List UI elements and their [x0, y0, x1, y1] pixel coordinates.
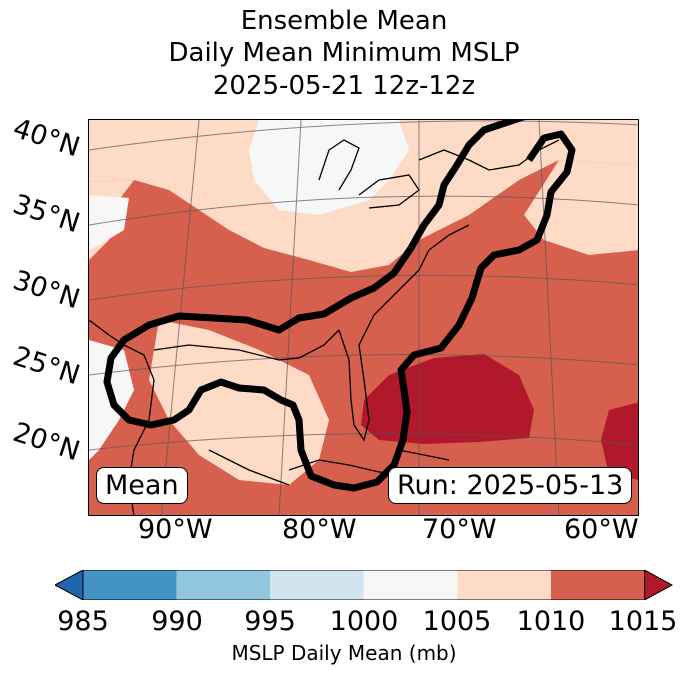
- mean-contour: [103, 120, 576, 492]
- map-svg: [89, 120, 638, 515]
- colorbar-tick-990: 990: [151, 606, 203, 637]
- lon-label-70w: 70°W: [422, 514, 497, 545]
- lat-label-25: 25°N: [9, 340, 84, 392]
- title-line-2: Daily Mean Minimum MSLP: [168, 38, 520, 68]
- mean-label-box: Mean: [96, 467, 188, 504]
- region-1015-atlantic: [361, 354, 534, 444]
- colorbar-tick-1010: 1010: [516, 606, 586, 637]
- region-1015-east: [601, 402, 638, 480]
- lon-label-90w: 90°W: [138, 514, 213, 545]
- lat-label-20: 20°N: [9, 416, 84, 468]
- region-1000-north: [249, 120, 409, 215]
- colorbar-bin-990: [176, 570, 271, 600]
- colorbar-over-arrow: [644, 570, 673, 600]
- colorbar-tick-995: 995: [244, 606, 296, 637]
- lat-label-35: 35°N: [9, 188, 84, 240]
- colorbar-label: MSLP Daily Mean (mb): [231, 641, 457, 665]
- colorbar-tick-1015: 1015: [608, 606, 678, 637]
- colorbar-bin-1000: [363, 570, 458, 600]
- map-panel: [88, 119, 639, 516]
- lon-label-60w: 60°W: [564, 514, 639, 545]
- lat-label-30: 30°N: [9, 264, 84, 316]
- region-1005-gulf: [149, 320, 329, 485]
- lon-label-80w: 80°W: [282, 514, 357, 545]
- colorbar-under-arrow: [55, 570, 84, 600]
- colorbar-tick-1005: 1005: [422, 606, 492, 637]
- region-1000-west: [89, 195, 129, 250]
- colorbar-bin-1005: [457, 570, 551, 600]
- colorbar-tick-1000: 1000: [329, 606, 399, 637]
- title-line-1: Ensemble Mean: [240, 6, 448, 36]
- colorbar-bin-995: [270, 570, 364, 600]
- title-line-3: 2025-05-21 12z-12z: [212, 71, 476, 101]
- colorbar-bin-985: [83, 570, 177, 600]
- lat-label-40: 40°N: [9, 112, 84, 164]
- run-date-box: Run: 2025-05-13: [388, 467, 633, 504]
- colorbar-tick-985: 985: [57, 606, 109, 637]
- region-1005-east: [524, 160, 638, 255]
- colorbar-bin-1010: [551, 570, 645, 600]
- colorbar: [55, 570, 673, 600]
- graticule: [89, 120, 638, 515]
- colorbar-frame: [82, 570, 646, 600]
